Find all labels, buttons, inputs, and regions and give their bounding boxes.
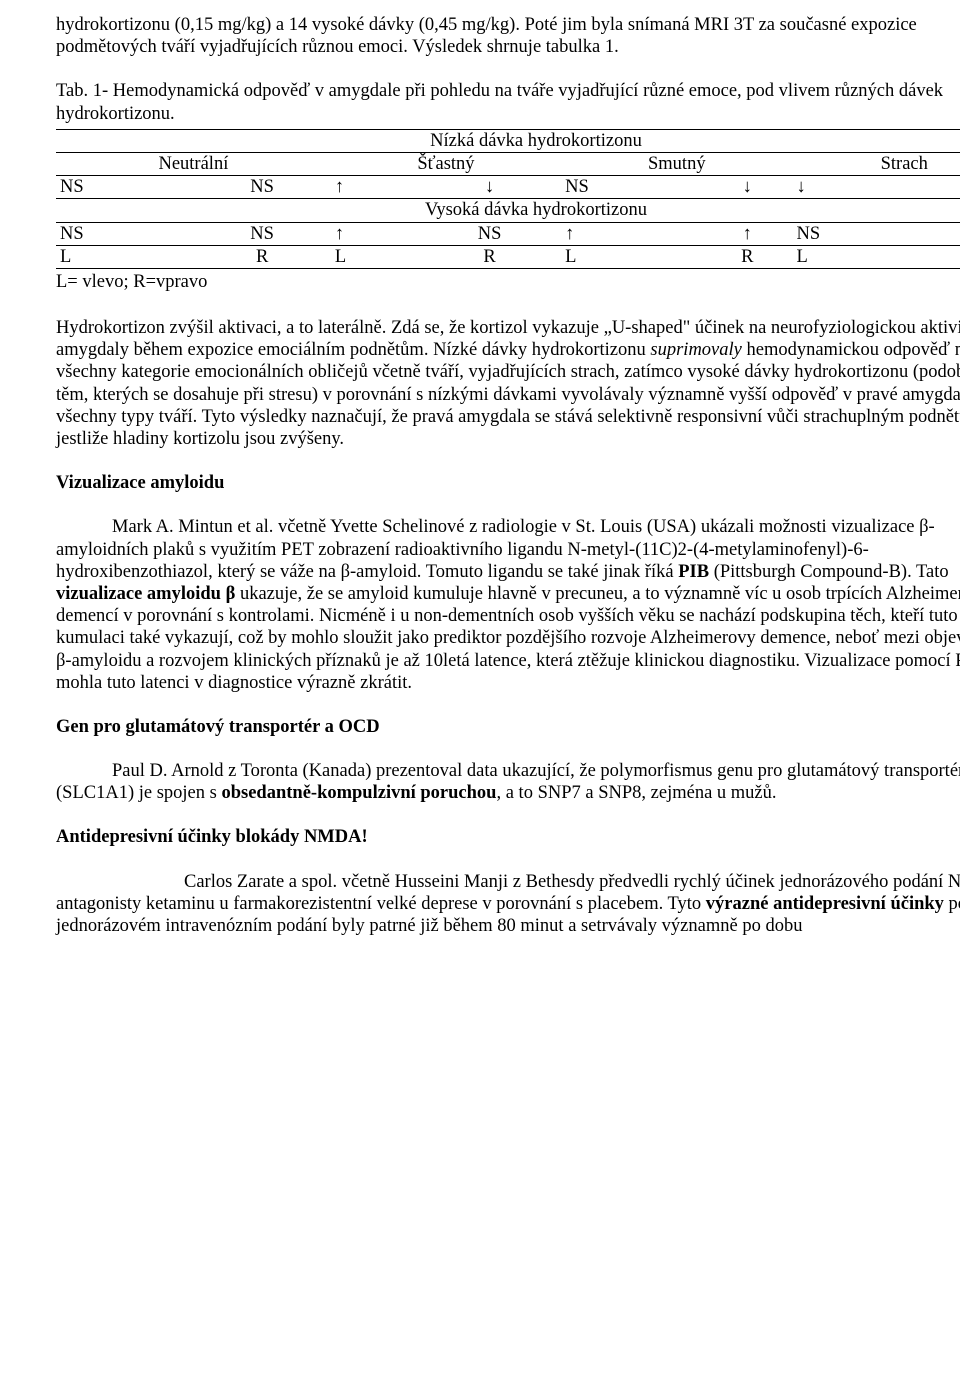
paragraph-nmda: Carlos Zarate a spol. včetně Husseini Ma… bbox=[56, 871, 960, 938]
cell: ↓ bbox=[904, 176, 960, 199]
italic-text: suprimovaly bbox=[650, 340, 741, 360]
th-sad: Smutný bbox=[561, 152, 792, 175]
heading-nmda: Antidepresivní účinky blokády NMDA! bbox=[56, 826, 960, 848]
cell: R bbox=[702, 245, 793, 268]
cell: ↓ bbox=[702, 176, 793, 199]
cell: NS bbox=[56, 222, 193, 245]
paragraph-hydrocortisone: Hydrokortizon zvýšil aktivaci, a to late… bbox=[56, 317, 960, 450]
table-caption: Tab. 1- Hemodynamická odpověď v amygdale… bbox=[56, 80, 960, 124]
row-high-values: NS NS ↑ NS ↑ ↑ NS NS bbox=[56, 222, 960, 245]
cell: L bbox=[56, 245, 193, 268]
th-happy: Šťastný bbox=[331, 152, 561, 175]
cell: NS bbox=[904, 222, 960, 245]
cell: NS bbox=[418, 222, 561, 245]
cell: ↑ bbox=[331, 176, 418, 199]
cell: NS bbox=[793, 222, 905, 245]
th-fear: Strach bbox=[793, 152, 960, 175]
heading-ocd: Gen pro glutamátový transportér a OCD bbox=[56, 716, 960, 738]
table-1: Nízká dávka hydrokortizonu Neutrální Šťa… bbox=[56, 129, 960, 293]
heading-amyloid: Vizualizace amyloidu bbox=[56, 472, 960, 494]
text: (Pittsburgh Compound-B). Tato bbox=[709, 562, 949, 582]
cell: ↓ bbox=[793, 176, 905, 199]
cell: NS bbox=[193, 222, 330, 245]
cell: ↑ bbox=[702, 222, 793, 245]
cell: NS bbox=[193, 176, 330, 199]
cell: ↑ bbox=[561, 222, 702, 245]
row-headers: Neutrální Šťastný Smutný Strach bbox=[56, 152, 960, 175]
paragraph-amyloid: Mark A. Mintun et al. včetně Yvette Sche… bbox=[56, 516, 960, 694]
hemodynamic-table: Nízká dávka hydrokortizonu Neutrální Šťa… bbox=[56, 129, 960, 269]
cell: ↑ bbox=[331, 222, 418, 245]
cell: R bbox=[193, 245, 330, 268]
cell: ↓ bbox=[418, 176, 561, 199]
row-low-title: Nízká dávka hydrokortizonu bbox=[56, 129, 960, 152]
cell: L bbox=[331, 245, 418, 268]
row-lr: L R L R L R L R bbox=[56, 245, 960, 268]
bold-text: výrazné antidepresivní účinky bbox=[706, 894, 944, 914]
cell-low-title: Nízká dávka hydrokortizonu bbox=[56, 129, 960, 152]
cell-high-title: Vysoká dávka hydrokortizonu bbox=[56, 199, 960, 222]
bold-text: PIB bbox=[678, 562, 709, 582]
cell: NS bbox=[561, 176, 702, 199]
paragraph-intro: hydrokortizonu (0,15 mg/kg) a 14 vysoké … bbox=[56, 14, 960, 58]
cell: NS bbox=[56, 176, 193, 199]
table-legend: L= vlevo; R=vpravo bbox=[56, 271, 960, 293]
cell: L bbox=[793, 245, 905, 268]
text: , a to SNP7 a SNP8, zejména u mužů. bbox=[496, 783, 776, 803]
cell: R bbox=[904, 245, 960, 268]
th-neutral: Neutrální bbox=[56, 152, 331, 175]
bold-text: obsedantně-kompulzivní poruchou bbox=[221, 783, 496, 803]
row-low-values: NS NS ↑ ↓ NS ↓ ↓ ↓ bbox=[56, 176, 960, 199]
bold-text: vizualizace amyloidu β bbox=[56, 584, 235, 604]
cell: R bbox=[418, 245, 561, 268]
cell: L bbox=[561, 245, 702, 268]
row-high-title: Vysoká dávka hydrokortizonu bbox=[56, 199, 960, 222]
paragraph-ocd: Paul D. Arnold z Toronta (Kanada) prezen… bbox=[56, 760, 960, 804]
